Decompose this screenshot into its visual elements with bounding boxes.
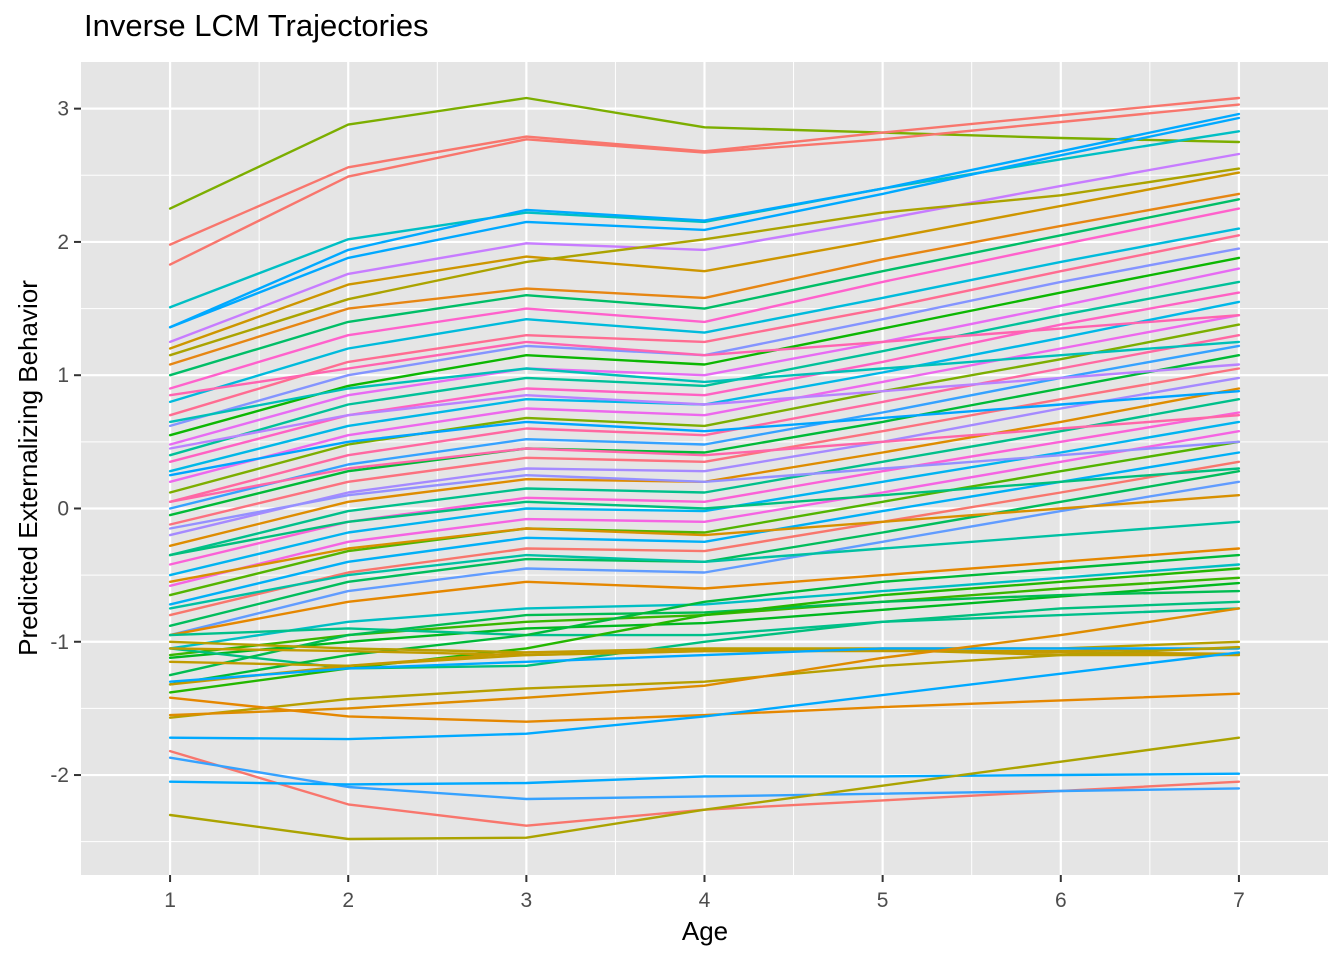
x-tick-label: 3 <box>521 889 533 912</box>
series-line-26 <box>168 367 1241 526</box>
series-line-44 <box>168 467 1241 557</box>
series-line-68 <box>168 736 1241 841</box>
series-line-13 <box>168 227 1241 404</box>
series-line-12 <box>168 207 1241 390</box>
series-line-7 <box>168 152 1241 344</box>
y-axis: -2 -1 0 1 2 3 <box>50 98 81 787</box>
series-line-18 <box>168 280 1241 457</box>
series-line-23 <box>168 334 1241 503</box>
series-line-29 <box>168 398 1241 557</box>
series-line-22 <box>168 323 1241 494</box>
series-line-60 <box>168 647 1241 683</box>
series-line-61 <box>168 645 1241 719</box>
x-axis-title: Age <box>682 916 728 946</box>
series-line-10 <box>168 192 1241 366</box>
series-line-67 <box>168 772 1241 786</box>
y-tick-label: -1 <box>50 631 69 654</box>
series-line-54 <box>168 553 1241 686</box>
series-line-17 <box>168 267 1241 446</box>
series-lines <box>168 96 1241 841</box>
series-line-41 <box>168 390 1241 477</box>
series-line-1 <box>168 96 1241 210</box>
x-tick-label: 6 <box>1055 889 1067 912</box>
series-line-6 <box>168 116 1241 329</box>
x-tick-label: 2 <box>342 889 354 912</box>
series-line-53 <box>168 589 1241 677</box>
series-line-47 <box>168 547 1241 637</box>
series-line-50 <box>168 581 1241 659</box>
x-tick-label: 4 <box>699 889 711 912</box>
series-line-43 <box>168 440 1241 530</box>
series-line-27 <box>168 376 1241 537</box>
series-line-39 <box>168 340 1241 424</box>
y-tick-label: 3 <box>57 98 69 121</box>
series-line-38 <box>168 314 1241 397</box>
series-line-40 <box>168 363 1241 450</box>
series-line-63 <box>168 692 1241 723</box>
series-line-64 <box>168 651 1241 741</box>
series-line-45 <box>168 494 1241 583</box>
y-tick-label: 1 <box>57 364 69 387</box>
series-line-42 <box>168 414 1241 503</box>
series-line-37 <box>168 480 1241 637</box>
series-line-11 <box>168 198 1241 377</box>
series-line-9 <box>168 167 1241 357</box>
x-axis: 1 2 3 4 5 6 7 <box>164 875 1245 912</box>
x-tick-label: 5 <box>877 889 889 912</box>
series-line-52 <box>168 607 1241 637</box>
series-line-25 <box>168 354 1241 517</box>
x-tick-label: 7 <box>1233 889 1245 912</box>
series-line-66 <box>168 756 1241 801</box>
y-axis-title: Predicted Externalizing Behavior <box>13 280 43 656</box>
y-tick-label: 2 <box>57 231 69 254</box>
series-line-3 <box>168 103 1241 266</box>
series-line-33 <box>168 440 1241 597</box>
series-line-16 <box>168 256 1241 437</box>
series-line-4 <box>168 130 1241 309</box>
x-tick-label: 1 <box>164 889 176 912</box>
y-tick-label: -2 <box>50 764 69 787</box>
y-tick-label: 0 <box>57 497 69 520</box>
series-line-2 <box>168 96 1241 246</box>
series-line-32 <box>168 430 1241 587</box>
series-line-5 <box>168 112 1241 329</box>
series-line-48 <box>168 563 1241 650</box>
series-line-46 <box>168 520 1241 610</box>
series-line-8 <box>168 171 1241 350</box>
chart-title: Inverse LCM Trajectories <box>84 8 429 43</box>
series-line-35 <box>168 460 1241 617</box>
series-line-21 <box>168 314 1241 483</box>
series-line-14 <box>168 234 1241 417</box>
series-line-31 <box>168 420 1241 577</box>
series-line-62 <box>168 607 1241 717</box>
